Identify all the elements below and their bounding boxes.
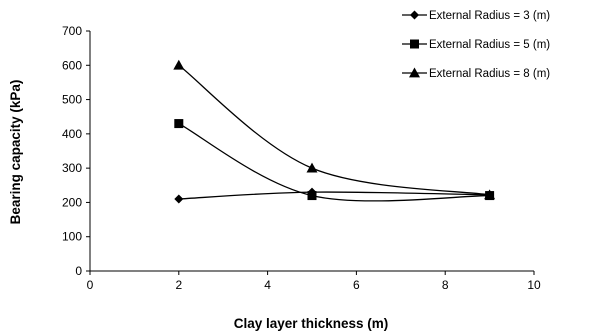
legend-item: External Radius = 5 (m) — [402, 39, 550, 51]
y-tick-label: 500 — [62, 93, 82, 107]
legend: External Radius = 3 (m) External Radius =… — [402, 10, 550, 80]
x-tick-label: 6 — [353, 278, 360, 292]
series-layer — [173, 59, 496, 204]
y-tick-label: 0 — [75, 264, 82, 278]
x-tick-label: 0 — [87, 278, 94, 292]
data-point-square — [307, 191, 317, 201]
series-3 — [173, 59, 496, 200]
data-point-triangle — [173, 59, 185, 70]
y-tick-label: 600 — [62, 58, 82, 72]
series-2 — [174, 119, 495, 202]
x-axis-title: Clay layer thickness (m) — [234, 316, 389, 331]
axes: 0 100 200 300 400 500 600 700 0 2 4 6 8 10 — [62, 24, 541, 292]
x-tick-label: 2 — [175, 278, 182, 292]
legend-marker-square — [410, 39, 419, 49]
legend-label: External Radius = 5 (m) — [429, 39, 550, 51]
y-tick-label: 200 — [62, 195, 82, 209]
y-tick-label: 400 — [62, 127, 82, 141]
data-point-triangle — [306, 162, 318, 173]
legend-marker-diamond — [410, 10, 419, 20]
legend-item: External Radius = 3 (m) — [402, 10, 550, 22]
legend-marker-triangle — [409, 67, 420, 78]
y-tick-label: 300 — [62, 161, 82, 175]
series-line — [178, 122, 490, 202]
legend-item: External Radius = 8 (m) — [402, 67, 550, 80]
y-axis-title: Bearing capacity (kPa) — [8, 80, 23, 225]
legend-label: External Radius = 8 (m) — [429, 68, 550, 80]
series-line — [178, 64, 490, 196]
series-1 — [174, 187, 495, 204]
data-point-triangle — [484, 189, 496, 200]
data-point-diamond — [174, 194, 184, 204]
y-tick-label: 700 — [62, 24, 82, 38]
x-tick-label: 10 — [527, 278, 541, 292]
x-tick-label: 4 — [264, 278, 271, 292]
data-point-square — [174, 119, 184, 129]
legend-label: External Radius = 3 (m) — [429, 10, 550, 22]
x-tick-label: 8 — [442, 278, 449, 292]
y-tick-label: 100 — [62, 230, 82, 244]
